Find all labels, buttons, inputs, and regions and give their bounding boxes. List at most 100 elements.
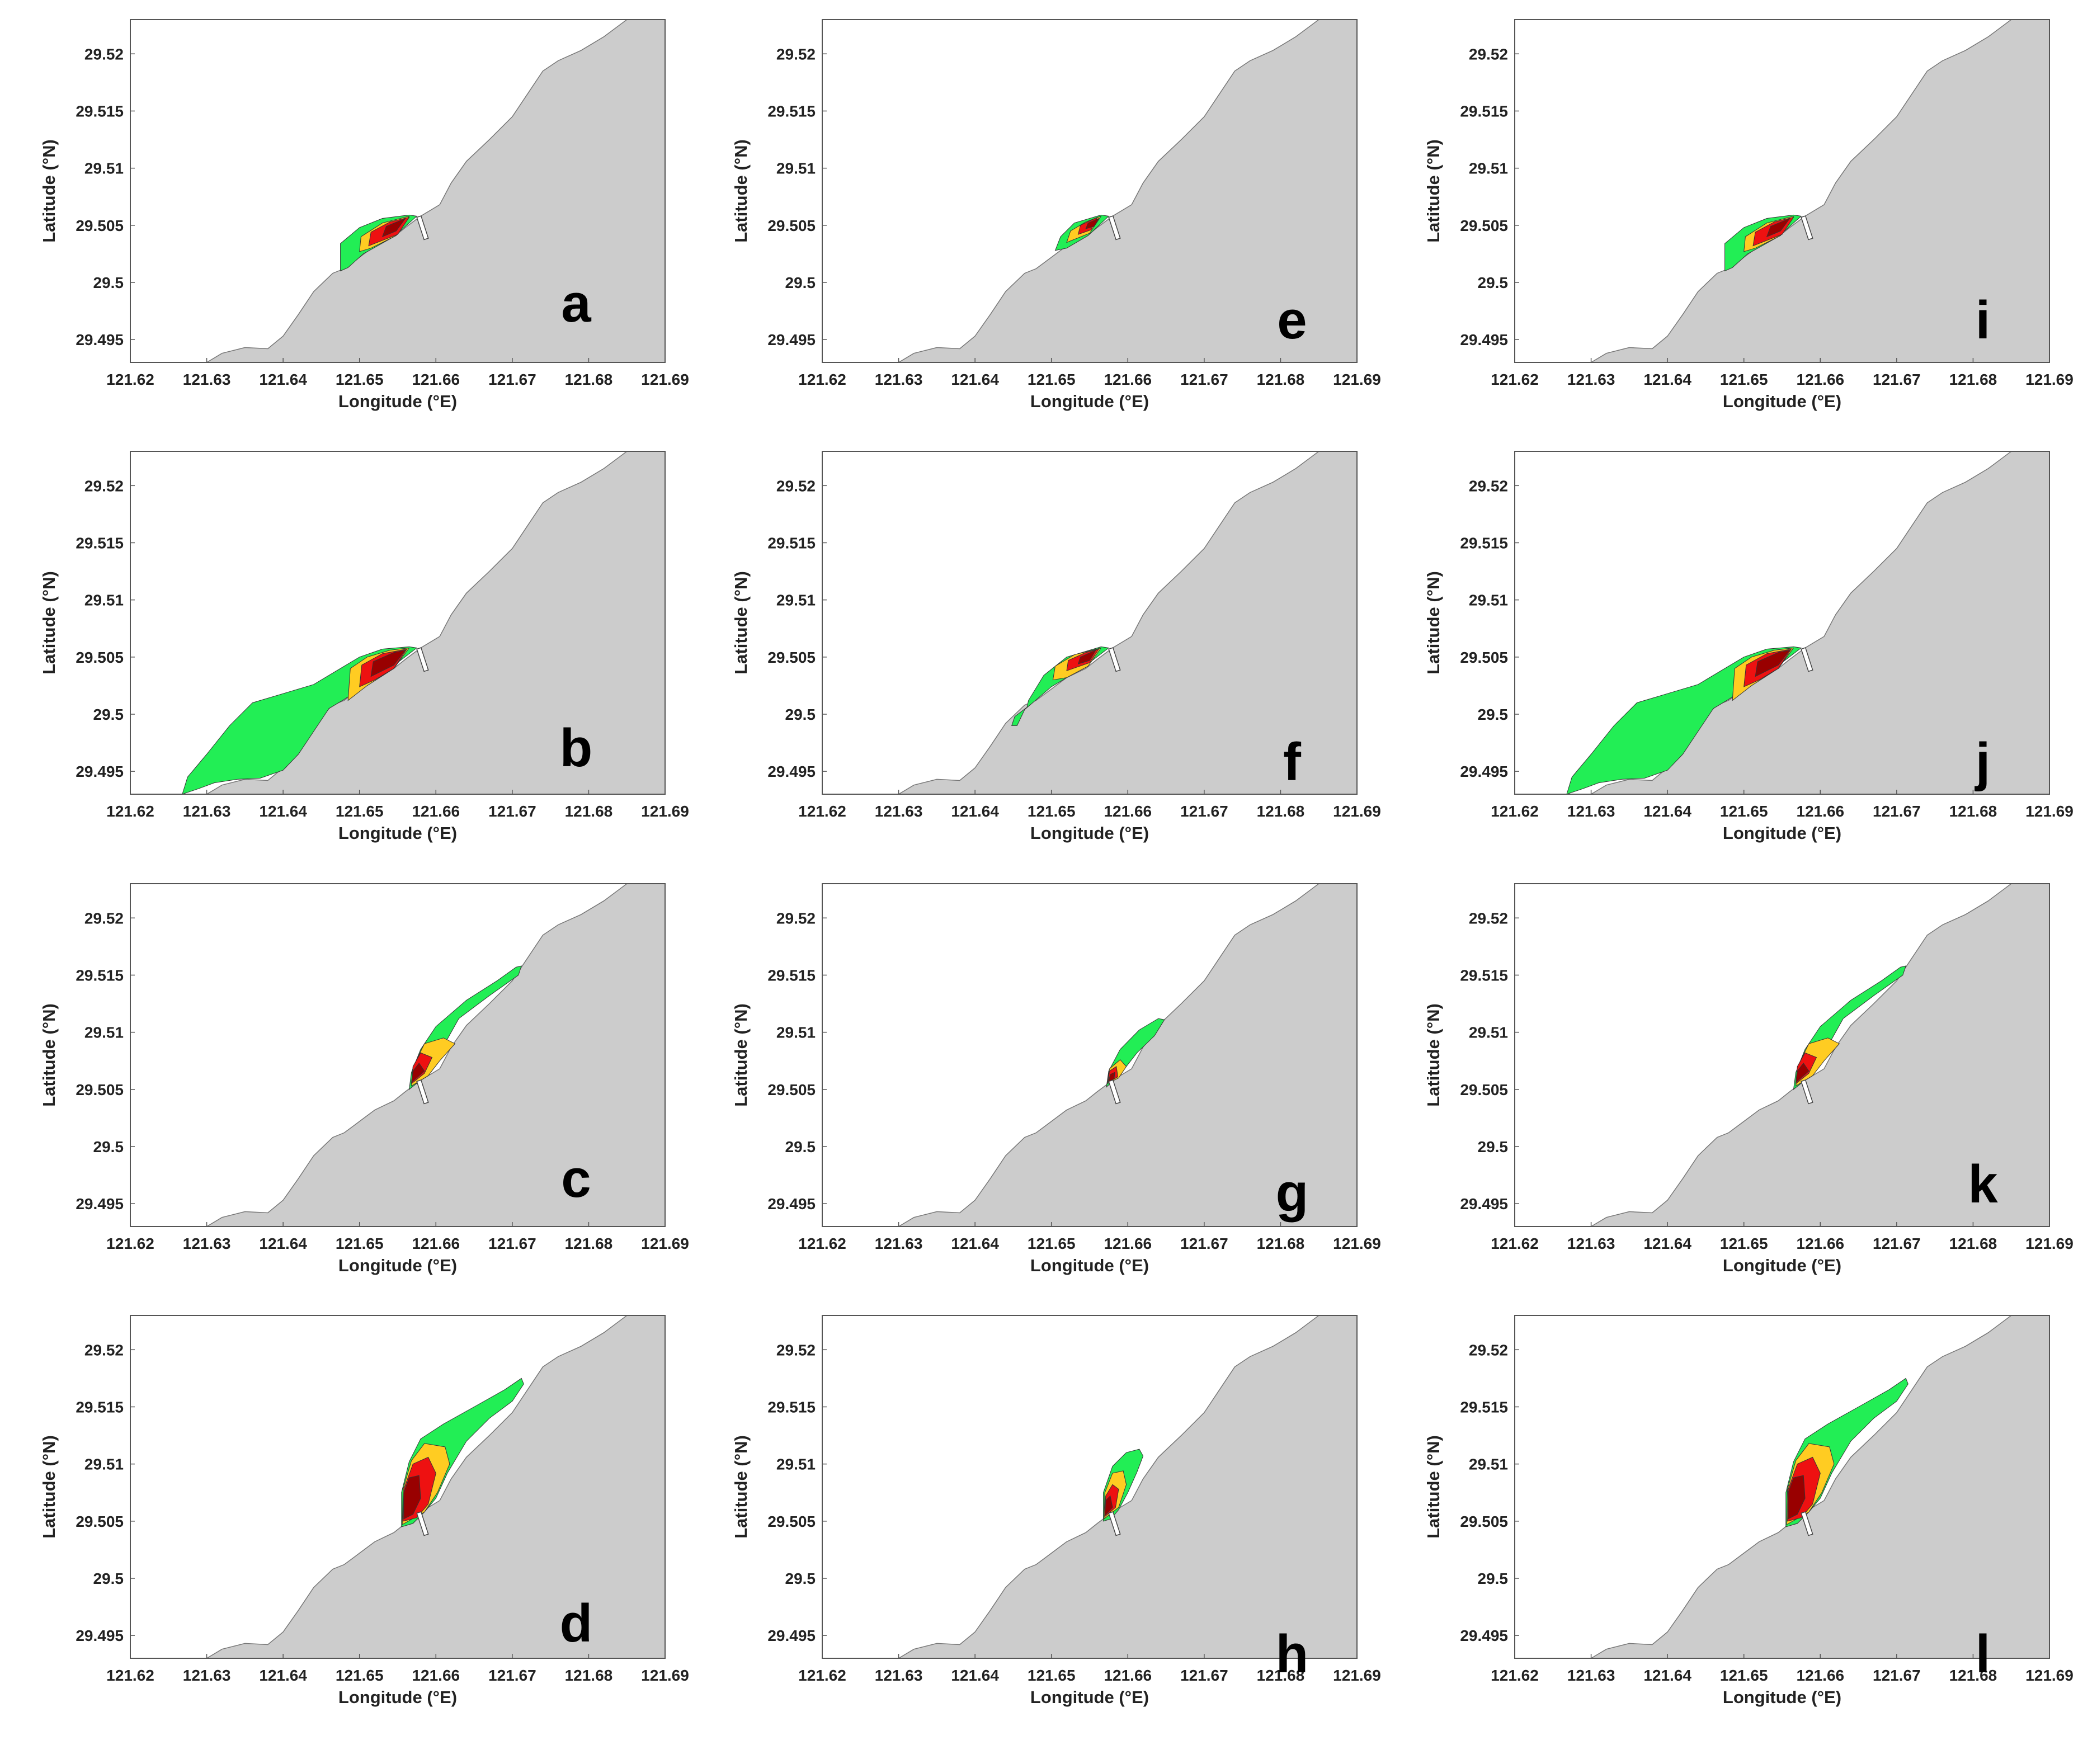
- outfall-pier-icon: [1801, 1511, 1813, 1536]
- land-area: [1591, 19, 2050, 363]
- x-tick-label: 121.66: [1104, 1667, 1152, 1684]
- panel-e: 121.62 121.63 121.64 121.65 121.66 121.67 121.…: [731, 19, 1381, 411]
- y-axis-title: Latitude (°N): [731, 1003, 751, 1107]
- panel-letter: i: [1976, 290, 1991, 350]
- y-tick-label: 29.5: [93, 706, 124, 723]
- outfall-pier-icon: [416, 1079, 429, 1105]
- y-tick-label: 29.505: [76, 649, 124, 666]
- panel-k: 121.62 121.63 121.64 121.65 121.66 121.67 121.…: [1424, 883, 2074, 1275]
- y-tick-label: 29.505: [767, 1081, 816, 1098]
- x-tick-label: 121.66: [1796, 1235, 1844, 1252]
- plot-frame: [1514, 19, 2050, 363]
- x-tick-label: 121.69: [1333, 1667, 1381, 1684]
- x-tick-label: 121.67: [1873, 1667, 1921, 1684]
- x-tick-label: 121.66: [1104, 371, 1152, 388]
- panel-h: 121.62 121.63 121.64 121.65 121.66 121.67 121.…: [731, 1315, 1381, 1707]
- panel-letter: g: [1276, 1163, 1309, 1223]
- x-tick-label: 121.63: [183, 803, 231, 820]
- x-axis-title: Longitude (°E): [1723, 392, 1841, 411]
- contour-darkred: [370, 649, 406, 677]
- y-tick-label: 29.495: [1460, 1195, 1508, 1213]
- y-tick-label: 29.5: [785, 706, 816, 723]
- x-tick-label: 121.65: [336, 1235, 384, 1252]
- x-tick-label: 121.63: [875, 1235, 923, 1252]
- outfall-pier-icon: [1108, 1511, 1121, 1536]
- x-tick-label: 121.62: [106, 1235, 154, 1252]
- y-axis-title: Latitude (°N): [39, 139, 59, 243]
- x-tick-label: 121.63: [1567, 371, 1615, 388]
- y-tick-label: 29.505: [1460, 1513, 1508, 1530]
- x-tick-label: 121.67: [1180, 371, 1228, 388]
- x-tick-label: 121.64: [951, 803, 999, 820]
- x-tick-label: 121.68: [1949, 803, 1997, 820]
- panel-letter: h: [1276, 1624, 1309, 1684]
- x-tick-label: 121.64: [259, 371, 307, 388]
- y-tick-label: 29.5: [1478, 274, 1509, 291]
- y-tick-label: 29.52: [1469, 477, 1508, 494]
- x-tick-label: 121.68: [565, 803, 613, 820]
- x-tick-label: 121.66: [1104, 803, 1152, 820]
- panel-f: 121.62 121.63 121.64 121.65 121.66 121.67 121.…: [731, 451, 1381, 843]
- x-tick-label: 121.62: [1491, 1667, 1539, 1684]
- x-tick-label: 121.63: [1567, 1667, 1615, 1684]
- x-tick-label: 121.68: [1949, 1235, 1997, 1252]
- plot-frame: [130, 1315, 666, 1659]
- y-tick-label: 29.51: [84, 1024, 124, 1041]
- x-tick-label: 121.62: [798, 371, 846, 388]
- x-tick-label: 121.62: [1491, 803, 1539, 820]
- x-axis-title: Longitude (°E): [338, 1256, 457, 1275]
- x-axis-title: Longitude (°E): [1030, 1256, 1149, 1275]
- x-axis-title: Longitude (°E): [338, 823, 457, 843]
- y-tick-label: 29.515: [76, 1398, 124, 1416]
- y-tick-label: 29.515: [1460, 534, 1508, 551]
- panel-letter: b: [560, 718, 593, 778]
- y-tick-label: 29.515: [1460, 1398, 1508, 1416]
- plot-frame: [1514, 1315, 2050, 1659]
- y-tick-label: 29.51: [1469, 1456, 1508, 1473]
- x-tick-label: 121.69: [1333, 1235, 1381, 1252]
- y-tick-label: 29.495: [76, 331, 124, 348]
- y-axis-title: Latitude (°N): [731, 571, 751, 675]
- y-tick-label: 29.495: [767, 1195, 816, 1213]
- x-tick-label: 121.64: [951, 1667, 999, 1684]
- x-tick-label: 121.65: [1028, 803, 1076, 820]
- x-tick-label: 121.67: [1873, 1235, 1921, 1252]
- y-tick-label: 29.515: [767, 534, 816, 551]
- panel-i: 121.62 121.63 121.64 121.65 121.66 121.67 121.…: [1424, 19, 2074, 411]
- panel-letter: c: [561, 1149, 591, 1209]
- y-tick-label: 29.495: [1460, 331, 1508, 348]
- x-tick-label: 121.68: [565, 1235, 613, 1252]
- x-tick-label: 121.69: [641, 371, 689, 388]
- y-tick-label: 29.495: [1460, 1627, 1508, 1644]
- x-tick-label: 121.65: [1720, 1667, 1768, 1684]
- x-tick-label: 121.67: [1180, 1667, 1228, 1684]
- x-tick-label: 121.68: [1257, 1667, 1305, 1684]
- plot-frame: [822, 451, 1358, 795]
- x-tick-label: 121.62: [1491, 1235, 1539, 1252]
- panel-l: 121.62 121.63 121.64 121.65 121.66 121.67 121.…: [1424, 1315, 2074, 1707]
- x-tick-label: 121.69: [641, 1667, 689, 1684]
- y-tick-label: 29.495: [767, 763, 816, 780]
- x-axis-title: Longitude (°E): [1030, 823, 1149, 843]
- x-tick-label: 121.64: [259, 803, 307, 820]
- x-tick-label: 121.63: [183, 371, 231, 388]
- land-area: [898, 19, 1358, 363]
- x-tick-label: 121.62: [798, 803, 846, 820]
- x-tick-label: 121.67: [488, 803, 536, 820]
- x-tick-label: 121.66: [412, 1235, 460, 1252]
- x-tick-label: 121.69: [1333, 371, 1381, 388]
- contour-darkred: [1104, 1495, 1113, 1516]
- x-tick-label: 121.67: [1180, 803, 1228, 820]
- contour-darkred: [1788, 1475, 1806, 1520]
- x-tick-label: 121.64: [1643, 1667, 1691, 1684]
- y-tick-label: 29.515: [76, 534, 124, 551]
- outfall-pier-icon: [1108, 215, 1121, 240]
- y-axis-title: Latitude (°N): [731, 139, 751, 243]
- y-tick-label: 29.52: [1469, 1341, 1508, 1359]
- panel-b: 121.62 121.63 121.64 121.65 121.66 121.67 121.…: [39, 451, 689, 843]
- y-tick-label: 29.51: [84, 592, 124, 609]
- panel-d: 121.62 121.63 121.64 121.65 121.66 121.67 121.…: [39, 1315, 689, 1707]
- y-tick-label: 29.505: [767, 649, 816, 666]
- x-tick-label: 121.62: [1491, 371, 1539, 388]
